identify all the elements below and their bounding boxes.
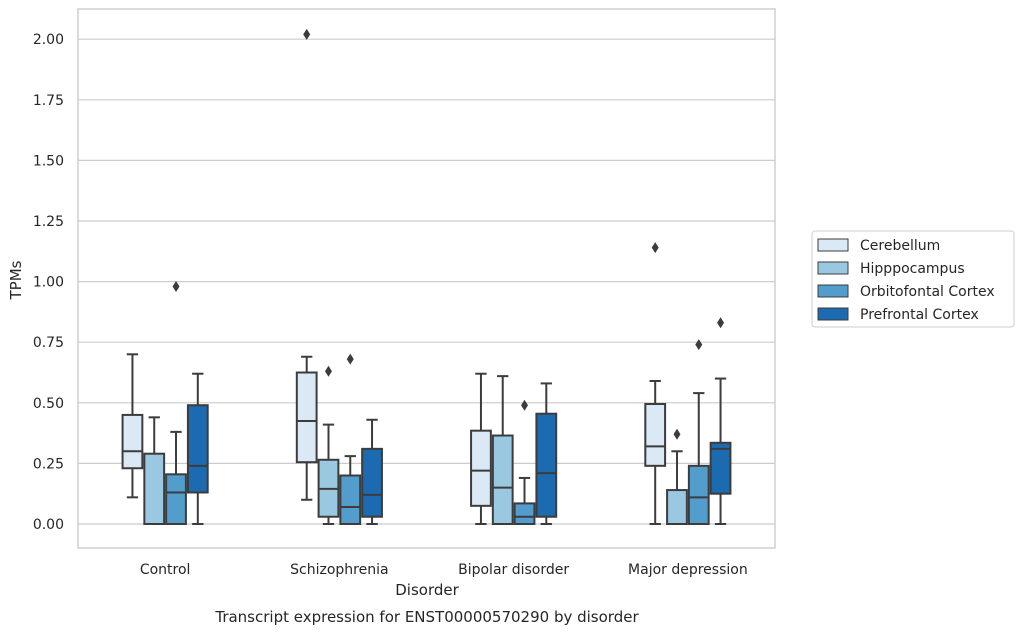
- box-body: [361, 447, 383, 518]
- legend-item: Cerebellum: [817, 238, 940, 254]
- box-body: [143, 452, 166, 526]
- box-body: [339, 474, 362, 525]
- box-3-2: [687, 339, 710, 526]
- x-tick-label: Schizophrenia: [290, 562, 388, 578]
- box-body: [687, 464, 710, 526]
- legend-label: Prefrontal Cortex: [860, 307, 979, 323]
- box-body: [295, 371, 318, 464]
- y-tick-label: 2.00: [33, 32, 64, 48]
- plot-frame: [77, 8, 776, 549]
- box-0-1: [143, 416, 166, 526]
- legend-label: Cerebellum: [860, 238, 940, 254]
- chart-caption: Transcript expression for ENST0000057029…: [214, 608, 639, 626]
- box-body: [644, 403, 667, 467]
- box-0-2: [165, 280, 187, 526]
- box-1-0: [295, 28, 318, 501]
- y-tick-label: 0.25: [33, 456, 64, 472]
- box-3-0: [644, 242, 667, 525]
- box-3-3: [709, 317, 732, 525]
- outlier-point: [695, 339, 703, 351]
- box-body: [709, 441, 732, 495]
- legend-swatch: [817, 238, 849, 252]
- box-2-0: [470, 372, 492, 525]
- legend-swatch: [817, 284, 849, 298]
- outlier-point: [673, 428, 681, 440]
- y-tick-label: 1.50: [33, 153, 64, 169]
- legend-item: Orbitofontal Cortex: [817, 284, 995, 300]
- legend-item: Prefrontal Cortex: [817, 307, 979, 323]
- box-body: [121, 413, 144, 470]
- box-body: [470, 429, 492, 507]
- outlier-point: [521, 399, 529, 411]
- y-tick-label: 0.00: [33, 517, 64, 533]
- x-tick-label: Major depression: [628, 562, 748, 578]
- legend-label: Hipppocampus: [860, 261, 965, 277]
- x-tick-label: Bipolar disorder: [458, 562, 569, 578]
- box-body: [165, 473, 187, 526]
- box-body: [513, 502, 536, 525]
- box-body: [666, 489, 688, 525]
- outlier-point: [346, 353, 354, 365]
- y-tick-label: 0.75: [33, 335, 64, 351]
- box-body: [186, 404, 209, 494]
- legend-swatch: [817, 307, 849, 321]
- x-tick-labels: Control Schizophrenia Bipolar disorder Majo…: [140, 562, 748, 578]
- y-axis-title: TPMs: [7, 260, 25, 300]
- outlier-point: [303, 28, 311, 40]
- box-body: [491, 434, 514, 525]
- x-tick-label: Control: [140, 562, 191, 578]
- box-2-3: [535, 382, 558, 525]
- legend-swatch: [817, 261, 849, 275]
- plot-border: [77, 8, 776, 549]
- outlier-point: [172, 280, 180, 292]
- box-0-0: [121, 353, 144, 499]
- box-1-1: [317, 365, 340, 525]
- y-tick-label: 1.75: [33, 93, 64, 109]
- box-groups: [121, 28, 732, 526]
- outlier-point: [651, 242, 659, 254]
- y-tick-labels: 0.00 0.25 0.50 0.75 1.00 1.25 1.50 1.75 2.00: [33, 32, 64, 533]
- box-1-3: [361, 418, 383, 525]
- outlier-point: [324, 365, 332, 377]
- box-2-1: [491, 375, 514, 525]
- outlier-point: [717, 317, 725, 329]
- box-body: [535, 412, 558, 518]
- y-tick-label: 1.00: [33, 275, 64, 291]
- box-2-2: [513, 399, 536, 525]
- grid-lines: [78, 38, 775, 525]
- y-tick-label: 1.25: [33, 214, 64, 230]
- x-axis-title: Disorder: [395, 581, 459, 599]
- legend-label: Orbitofontal Cortex: [860, 284, 995, 300]
- box-0-3: [186, 372, 209, 525]
- legend-item: Hipppocampus: [817, 261, 965, 277]
- box-1-2: [339, 353, 362, 525]
- y-tick-label: 0.50: [33, 396, 64, 412]
- legend: Cerebellum Hipppocampus Orbitofontal Corte…: [811, 230, 1015, 328]
- legend-frame: [811, 230, 1015, 328]
- box-3-1: [666, 428, 688, 525]
